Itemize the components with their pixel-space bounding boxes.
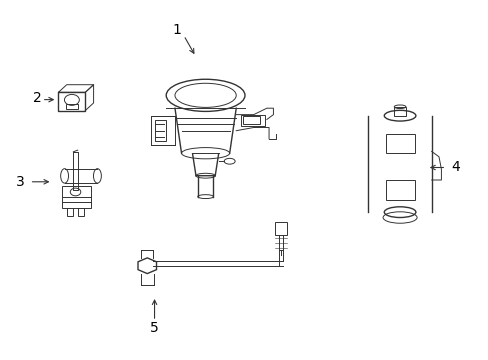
Bar	[65, 104, 78, 109]
Bar	[240, 114, 264, 126]
Bar	[67, 208, 73, 216]
Bar	[78, 208, 84, 216]
Bar	[393, 107, 405, 116]
Text: 5: 5	[150, 321, 159, 335]
Text: 2: 2	[33, 91, 42, 105]
Bar	[59, 92, 85, 111]
Text: 3: 3	[16, 175, 24, 189]
Bar	[243, 116, 260, 124]
Bar	[151, 116, 175, 145]
Bar	[155, 120, 166, 141]
Bar	[385, 134, 414, 153]
Bar	[275, 222, 286, 235]
Bar	[385, 180, 414, 200]
Bar	[62, 185, 91, 208]
Text: 4: 4	[451, 161, 459, 175]
Text: 1: 1	[172, 23, 181, 37]
